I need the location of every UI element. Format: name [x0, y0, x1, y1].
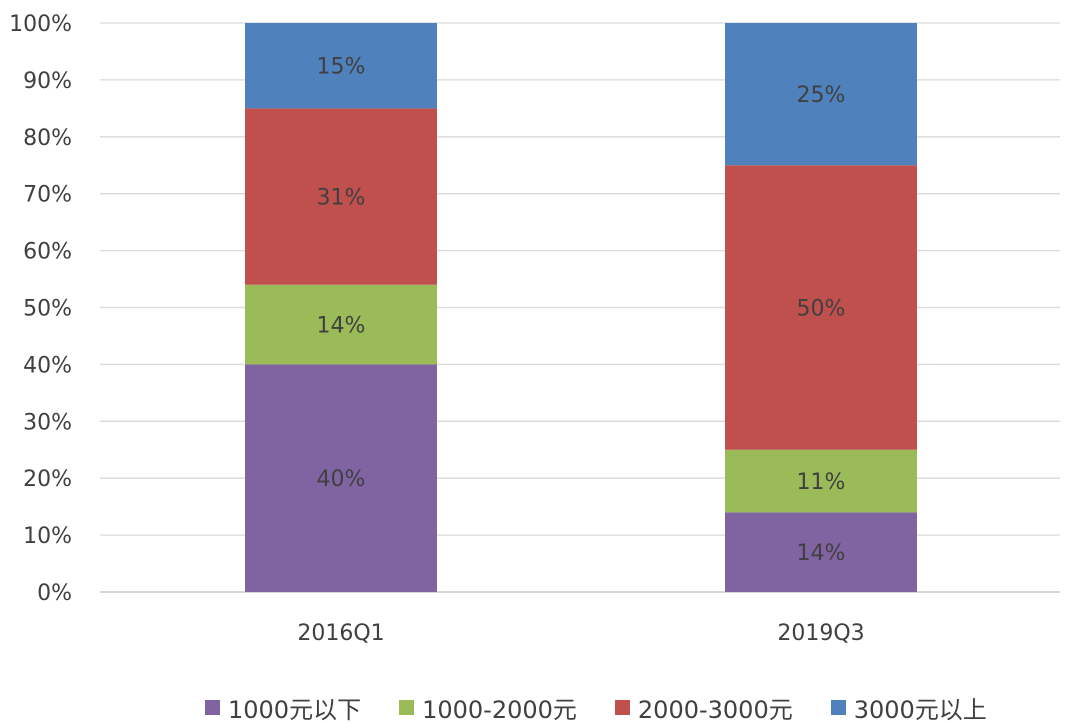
legend-swatch [830, 700, 846, 715]
data-label: 14% [317, 314, 366, 339]
y-tick-label: 30% [23, 410, 72, 435]
y-tick-label: 20% [23, 467, 72, 492]
bar-segment [245, 108, 437, 285]
legend-item: 3000元以上 [830, 690, 987, 725]
data-label: 15% [317, 55, 366, 80]
data-label: 14% [797, 541, 846, 566]
legend-swatch [205, 700, 220, 715]
legend-item: 2000-3000元 [614, 690, 793, 725]
bar-segment [725, 512, 917, 592]
y-tick-label: 70% [23, 183, 72, 208]
y-tick-label: 60% [23, 240, 72, 265]
y-tick-label: 10% [23, 524, 72, 549]
data-label: 40% [317, 467, 366, 492]
y-tick-label: 0% [37, 581, 72, 606]
y-tick-label: 80% [23, 126, 72, 151]
legend-item: 1000元以下 [205, 690, 361, 725]
legend-swatch [399, 700, 415, 715]
bar-segment [245, 23, 437, 109]
legend-label: 1000-2000元 [422, 696, 577, 724]
data-label: 25% [797, 83, 846, 108]
legend-item: 1000-2000元 [399, 690, 577, 725]
bar-segment [725, 449, 917, 513]
legend-label: 3000元以上 [853, 696, 987, 724]
legend-label: 1000元以下 [228, 696, 362, 724]
y-tick-label: 50% [23, 297, 72, 322]
legend-swatch [614, 700, 630, 715]
bar-segment [245, 284, 437, 365]
data-label: 31% [317, 186, 366, 211]
data-label: 11% [797, 470, 846, 495]
y-tick-label: 40% [23, 353, 72, 378]
stacked-bar-chart: 0% 10% 20% 30% 40% 50% 60% 70% 80% 90% 100% 40% 14% 3… [9, 12, 1060, 646]
data-label: 50% [797, 297, 846, 322]
legend: 1000元以下 1000-2000元 2000-3000元 3000元以上 [205, 690, 1025, 725]
x-tick-label: 2016Q1 [297, 621, 384, 646]
y-tick-label: 90% [23, 69, 72, 94]
x-tick-label: 2019Q3 [777, 621, 864, 646]
legend-label: 2000-3000元 [637, 696, 793, 724]
y-tick-label: 100% [9, 12, 72, 37]
bar-segment [725, 165, 917, 450]
bar-segment [245, 364, 437, 592]
bar-segment [725, 23, 917, 166]
